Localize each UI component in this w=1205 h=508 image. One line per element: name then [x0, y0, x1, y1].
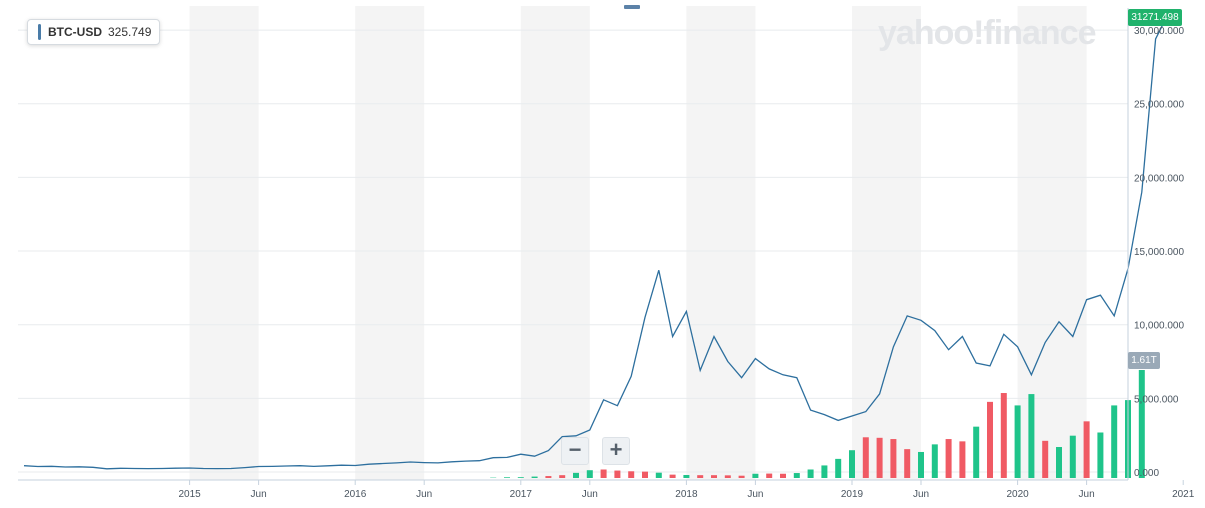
volume-bars [490, 370, 1145, 478]
time-band [520, 6, 590, 480]
legend-swatch [38, 24, 41, 40]
volume-bar [1138, 370, 1145, 478]
volume-bar [1069, 435, 1076, 478]
legend-symbol: BTC-USD [48, 25, 102, 39]
volume-bar [1042, 440, 1049, 478]
yahoo-finance-watermark: yahoo!finance [878, 14, 1096, 52]
volume-bar [559, 475, 566, 478]
volume-bar [628, 471, 635, 478]
volume-bar [1111, 405, 1118, 478]
time-band [1017, 6, 1087, 480]
volume-bar [807, 469, 814, 478]
time-band [189, 6, 259, 480]
volume-bar [890, 439, 897, 478]
volume-bar [1028, 394, 1035, 478]
volume-bar [931, 444, 938, 478]
volume-bar [573, 472, 579, 478]
symbol-legend[interactable]: BTC-USD 325.749 [27, 19, 161, 45]
x-tick-labels: 2015 Jun 2016 Jun 2017 Jun 2018 Jun 2019 Jun 2020 J… [178, 480, 1195, 500]
volume-bar [724, 475, 731, 478]
x-tick-label: Jun [747, 489, 763, 500]
volume-bar [987, 401, 993, 478]
last-price-flag: 31271.498 [1128, 9, 1182, 26]
y-tick-label: 0.000 [1134, 468, 1159, 479]
y-tick-label: 5,000.000 [1134, 394, 1179, 405]
volume-bar [849, 450, 855, 478]
y-tick-label: 30,000.000 [1134, 26, 1184, 37]
volume-bar [973, 426, 980, 478]
alternating-half-year-bands [189, 6, 1087, 480]
x-tick-label: 2017 [510, 489, 533, 500]
x-tick-label: 2020 [1006, 489, 1029, 500]
volume-bar [669, 474, 676, 478]
volume-bar [752, 473, 759, 478]
volume-bar [1000, 393, 1007, 478]
y-tick-label: 15,000.000 [1134, 247, 1184, 258]
x-tick-label: 2015 [178, 489, 201, 500]
volume-bar [738, 475, 745, 478]
x-tick-label: Jun [416, 489, 432, 500]
volume-bar [876, 437, 883, 478]
volume-bar [614, 470, 621, 478]
zoom-out-button[interactable]: − [561, 437, 589, 465]
y-tick-label: 20,000.000 [1134, 173, 1184, 184]
volume-bar [504, 477, 510, 478]
volume-bar [545, 476, 552, 478]
y-gridlines [18, 29, 1128, 473]
volume-bar [821, 465, 828, 478]
x-tick-label: Jun [1079, 489, 1095, 500]
time-band [852, 6, 921, 480]
x-tick-label: 2018 [675, 489, 698, 500]
volume-bar [862, 437, 869, 478]
volume-bar [1056, 447, 1062, 478]
time-band [686, 6, 756, 480]
y-tick-labels: 0.000 5,000.000 10,000.000 15,000.000 20,000… [1134, 26, 1184, 479]
y-tick-label: 10,000.000 [1134, 321, 1184, 332]
volume-bar [697, 475, 704, 478]
volume-bar [835, 458, 842, 478]
volume-flag: 1.61T [1128, 352, 1160, 369]
volume-bar [600, 469, 607, 478]
range-handle[interactable] [624, 5, 640, 9]
volume-bar [683, 474, 690, 478]
zoom-in-button[interactable]: + [602, 437, 630, 465]
x-tick-label: Jun [251, 489, 267, 500]
volume-bar [766, 473, 773, 478]
volume-bar [780, 473, 786, 478]
volume-bar [1083, 421, 1090, 478]
volume-bar [586, 470, 593, 478]
volume-bar [959, 441, 966, 478]
volume-bar [531, 476, 538, 478]
volume-bar [642, 471, 648, 478]
time-band [355, 6, 425, 480]
x-tick-label: 2016 [344, 489, 367, 500]
x-tick-label: 2019 [841, 489, 864, 500]
volume-bar [517, 477, 524, 478]
volume-bar [918, 451, 924, 478]
legend-value: 325.749 [108, 25, 152, 39]
x-tick-label: Jun [582, 489, 598, 500]
volume-bar [655, 472, 662, 478]
y-tick-label: 25,000.000 [1134, 100, 1184, 111]
volume-bar [1014, 405, 1021, 478]
btc-price-line [23, 11, 1170, 470]
x-tick-label: 2021 [1172, 489, 1195, 500]
volume-bar [904, 449, 911, 478]
x-tick-label: Jun [913, 489, 929, 500]
volume-bar [1097, 432, 1104, 478]
volume-bar [793, 473, 800, 478]
volume-bar [945, 439, 952, 478]
volume-bar [711, 475, 717, 478]
